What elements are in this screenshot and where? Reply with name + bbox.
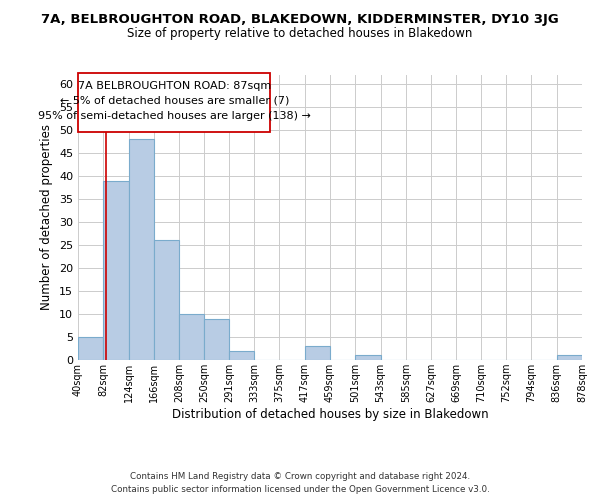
Text: 7A BELBROUGHTON ROAD: 87sqm: 7A BELBROUGHTON ROAD: 87sqm (77, 80, 271, 90)
Bar (128, 140, 154, 360)
Bar (229, 351, 254, 360)
Text: Contains HM Land Registry data © Crown copyright and database right 2024.: Contains HM Land Registry data © Crown c… (130, 472, 470, 481)
Text: Size of property relative to detached houses in Blakedown: Size of property relative to detached ho… (127, 28, 473, 40)
Text: 7A, BELBROUGHTON ROAD, BLAKEDOWN, KIDDERMINSTER, DY10 3JG: 7A, BELBROUGHTON ROAD, BLAKEDOWN, KIDDER… (41, 12, 559, 26)
Bar (355, 356, 380, 360)
Text: Contains public sector information licensed under the Open Government Licence v3: Contains public sector information licen… (110, 485, 490, 494)
Bar (305, 346, 330, 360)
Y-axis label: Number of detached properties: Number of detached properties (40, 124, 53, 310)
Text: 95% of semi-detached houses are larger (138) →: 95% of semi-detached houses are larger (… (38, 111, 311, 121)
Bar (78, 72, 271, 132)
Bar (78, 337, 103, 360)
Bar (154, 240, 179, 360)
Bar (179, 314, 205, 360)
Bar (103, 180, 128, 360)
Text: ← 5% of detached houses are smaller (7): ← 5% of detached houses are smaller (7) (59, 96, 289, 106)
X-axis label: Distribution of detached houses by size in Blakedown: Distribution of detached houses by size … (172, 408, 488, 421)
Bar (557, 356, 582, 360)
Bar (205, 318, 229, 360)
